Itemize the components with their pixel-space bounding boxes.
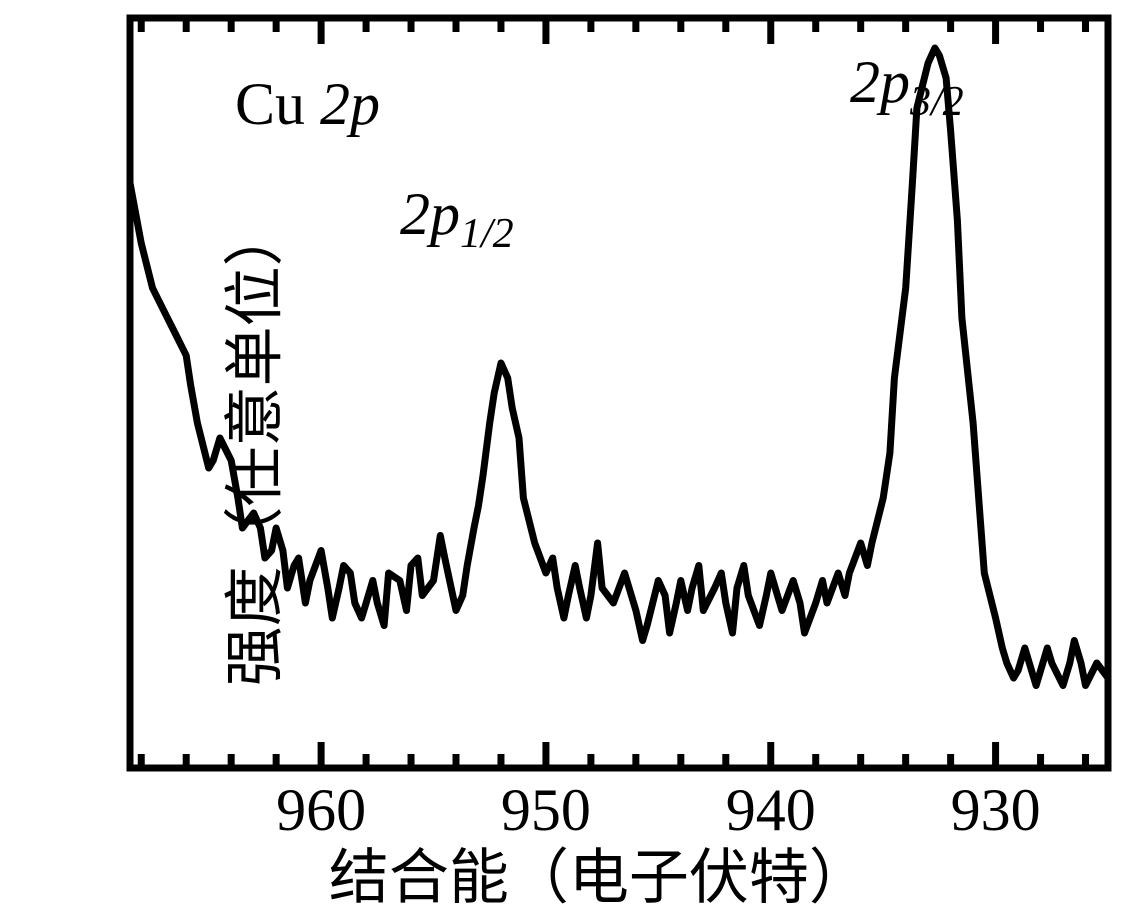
peak-label-2p12: 2p1/2 [400, 180, 514, 258]
x-tick-label: 950 [501, 776, 591, 845]
y-axis-label: 强度（任意单位） [207, 206, 294, 686]
x-tick-label: 940 [726, 776, 816, 845]
x-tick-label: 930 [951, 776, 1041, 845]
cu-2p-annotation: Cu 2p [235, 70, 380, 139]
x-tick-label: 960 [276, 776, 366, 845]
peak-label-2p32: 2p3/2 [850, 48, 964, 126]
xps-chart: 强度（任意单位） 结合能（电子伏特） 960950940930 Cu 2p 2p… [0, 0, 1130, 924]
